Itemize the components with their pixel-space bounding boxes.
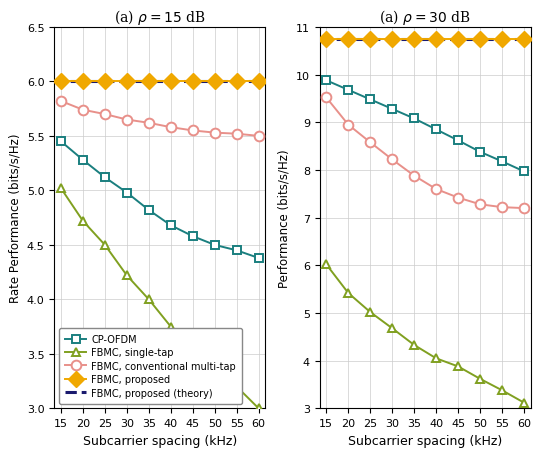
CP-OFDM bbox=[255, 256, 262, 261]
CP-OFDM bbox=[477, 150, 483, 155]
FBMC, conventional multi-tap bbox=[345, 123, 352, 128]
CP-OFDM bbox=[323, 78, 329, 84]
FBMC, single-tap bbox=[58, 186, 64, 192]
FBMC, conventional multi-tap bbox=[167, 125, 174, 131]
FBMC, single-tap bbox=[499, 388, 505, 393]
FBMC, proposed bbox=[345, 37, 352, 42]
FBMC, single-tap bbox=[212, 364, 218, 370]
FBMC, conventional multi-tap bbox=[411, 173, 417, 179]
CP-OFDM bbox=[233, 248, 240, 253]
FBMC, proposed bbox=[477, 37, 483, 42]
Legend: CP-OFDM, FBMC, single-tap, FBMC, conventional multi-tap, FBMC, proposed, FBMC, p: CP-OFDM, FBMC, single-tap, FBMC, convent… bbox=[59, 329, 242, 404]
FBMC, conventional multi-tap bbox=[455, 196, 461, 201]
FBMC, proposed bbox=[124, 80, 130, 85]
FBMC, conventional multi-tap bbox=[255, 134, 262, 139]
FBMC, proposed bbox=[433, 37, 440, 42]
Title: (a) $\rho = 30$ dB: (a) $\rho = 30$ dB bbox=[380, 8, 471, 27]
FBMC, single-tap bbox=[233, 384, 240, 389]
FBMC, single-tap bbox=[389, 326, 395, 331]
CP-OFDM bbox=[80, 158, 86, 163]
FBMC, conventional multi-tap bbox=[80, 108, 86, 113]
FBMC, conventional multi-tap bbox=[58, 99, 64, 105]
FBMC, single-tap bbox=[167, 324, 174, 330]
X-axis label: Subcarrier spacing (kHz): Subcarrier spacing (kHz) bbox=[348, 434, 502, 447]
FBMC, single-tap bbox=[80, 219, 86, 224]
Line: FBMC, proposed: FBMC, proposed bbox=[56, 76, 264, 88]
X-axis label: Subcarrier spacing (kHz): Subcarrier spacing (kHz) bbox=[83, 434, 237, 447]
CP-OFDM bbox=[521, 169, 527, 175]
CP-OFDM bbox=[146, 208, 152, 213]
FBMC, proposed bbox=[146, 80, 152, 85]
FBMC, proposed bbox=[167, 80, 174, 85]
FBMC, conventional multi-tap bbox=[102, 112, 108, 117]
FBMC, single-tap bbox=[323, 262, 329, 268]
CP-OFDM bbox=[367, 97, 374, 103]
CP-OFDM bbox=[389, 107, 395, 112]
FBMC, single-tap bbox=[455, 364, 461, 369]
FBMC, single-tap bbox=[255, 406, 262, 411]
FBMC, single-tap bbox=[190, 346, 196, 351]
FBMC, proposed (theory) bbox=[261, 37, 268, 42]
FBMC, conventional multi-tap bbox=[190, 128, 196, 134]
CP-OFDM bbox=[345, 88, 352, 93]
FBMC, proposed bbox=[323, 37, 329, 42]
FBMC, proposed bbox=[521, 37, 527, 42]
FBMC, proposed bbox=[499, 37, 505, 42]
FBMC, proposed bbox=[212, 80, 218, 85]
FBMC, single-tap bbox=[411, 343, 417, 348]
Line: FBMC, single-tap: FBMC, single-tap bbox=[57, 185, 263, 413]
Line: FBMC, conventional multi-tap: FBMC, conventional multi-tap bbox=[56, 97, 264, 142]
FBMC, conventional multi-tap bbox=[477, 202, 483, 207]
FBMC, conventional multi-tap bbox=[499, 205, 505, 210]
FBMC, conventional multi-tap bbox=[212, 131, 218, 136]
FBMC, conventional multi-tap bbox=[323, 96, 329, 101]
CP-OFDM bbox=[167, 223, 174, 228]
FBMC, conventional multi-tap bbox=[233, 131, 240, 137]
CP-OFDM bbox=[190, 234, 196, 239]
FBMC, single-tap bbox=[102, 243, 108, 248]
CP-OFDM bbox=[433, 127, 440, 133]
CP-OFDM bbox=[102, 175, 108, 181]
FBMC, single-tap bbox=[433, 356, 440, 361]
Y-axis label: Performance (bits/s/Hz): Performance (bits/s/Hz) bbox=[278, 149, 291, 287]
FBMC, proposed bbox=[102, 80, 108, 85]
FBMC, conventional multi-tap bbox=[389, 157, 395, 163]
FBMC, conventional multi-tap bbox=[521, 206, 527, 212]
CP-OFDM bbox=[499, 159, 505, 165]
FBMC, proposed (theory) bbox=[0, 80, 3, 85]
FBMC, proposed bbox=[80, 80, 86, 85]
CP-OFDM bbox=[124, 190, 130, 196]
FBMC, proposed bbox=[255, 80, 262, 85]
Line: CP-OFDM: CP-OFDM bbox=[322, 77, 528, 176]
FBMC, proposed bbox=[389, 37, 395, 42]
FBMC, single-tap bbox=[345, 291, 352, 296]
FBMC, conventional multi-tap bbox=[367, 140, 374, 146]
Title: (a) $\rho = 15$ dB: (a) $\rho = 15$ dB bbox=[114, 8, 206, 27]
FBMC, proposed bbox=[411, 37, 417, 42]
FBMC, single-tap bbox=[367, 310, 374, 315]
FBMC, conventional multi-tap bbox=[433, 187, 440, 192]
FBMC, single-tap bbox=[124, 273, 130, 278]
CP-OFDM bbox=[455, 138, 461, 144]
CP-OFDM bbox=[58, 139, 64, 145]
CP-OFDM bbox=[212, 243, 218, 248]
Line: CP-OFDM: CP-OFDM bbox=[57, 138, 262, 262]
FBMC, single-tap bbox=[477, 376, 483, 382]
FBMC, conventional multi-tap bbox=[124, 117, 130, 123]
FBMC, single-tap bbox=[146, 297, 152, 303]
FBMC, proposed bbox=[58, 80, 64, 85]
FBMC, single-tap bbox=[521, 400, 527, 405]
Y-axis label: Rate Performance (bits/s/Hz): Rate Performance (bits/s/Hz) bbox=[8, 134, 22, 303]
Line: FBMC, conventional multi-tap: FBMC, conventional multi-tap bbox=[321, 93, 529, 213]
FBMC, conventional multi-tap bbox=[146, 121, 152, 126]
FBMC, proposed bbox=[190, 80, 196, 85]
FBMC, proposed (theory) bbox=[257, 37, 264, 42]
Line: FBMC, proposed: FBMC, proposed bbox=[321, 34, 530, 45]
FBMC, proposed bbox=[367, 37, 374, 42]
Line: FBMC, single-tap: FBMC, single-tap bbox=[322, 261, 528, 407]
CP-OFDM bbox=[411, 116, 417, 122]
FBMC, proposed bbox=[455, 37, 461, 42]
FBMC, proposed bbox=[233, 80, 240, 85]
